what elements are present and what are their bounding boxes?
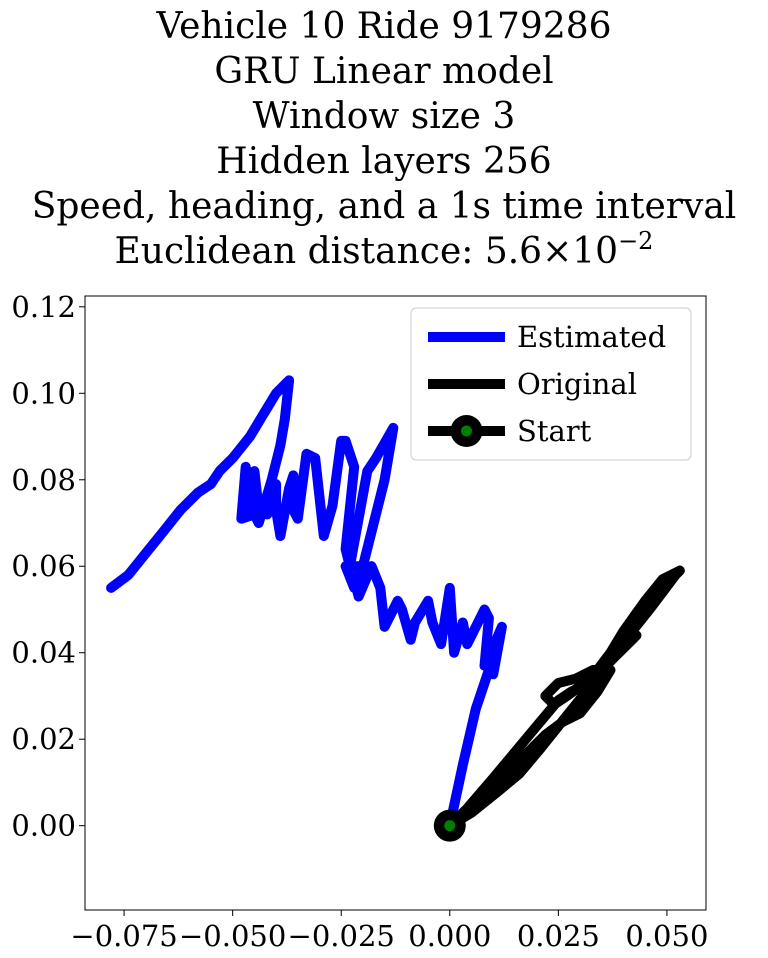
legend-label-original: Original	[517, 367, 637, 401]
title-line-1: Vehicle 10 Ride 9179286	[156, 6, 612, 47]
distance-exponent: −2	[618, 227, 654, 255]
legend-start-dot	[461, 425, 472, 437]
title-line-4: Hidden layers 256	[216, 141, 552, 182]
x-tick-label: −0.025	[288, 919, 395, 953]
axes-frame	[84, 295, 707, 911]
title-line-3: Window size 3	[252, 96, 516, 137]
legend-label-estimated: Estimated	[517, 320, 666, 354]
series-layer	[106, 375, 685, 842]
legend: Estimated Original Start	[410, 307, 692, 461]
ticks-layer: −0.075 −0.050 −0.025 0.000 0.025 0.050 0.00 0.0…	[11, 290, 708, 953]
title-line-5: Speed, heading, and a 1s time interval	[31, 186, 737, 227]
legend-box	[410, 307, 692, 461]
distance-label: Euclidean distance: 5.6	[114, 231, 543, 272]
series-line-estimated	[106, 375, 507, 831]
x-tick-label: 0.050	[625, 919, 708, 953]
title-line-6: Euclidean distance: 5.6×10−2	[0, 229, 768, 274]
distance-base: 10	[572, 231, 619, 272]
y-tick-label: 0.00	[11, 809, 76, 843]
x-tick-label: 0.000	[408, 919, 491, 953]
title-line-2: GRU Linear model	[214, 51, 554, 92]
distance-times: ×	[542, 231, 573, 272]
x-tick-label: 0.025	[517, 919, 600, 953]
chart-title: Vehicle 10 Ride 9179286 GRU Linear model…	[0, 4, 768, 274]
y-tick-label: 0.12	[11, 290, 76, 324]
y-tick-label: 0.10	[11, 376, 76, 410]
y-tick-label: 0.04	[11, 636, 76, 670]
x-tick-label: −0.050	[179, 919, 286, 953]
y-tick-label: 0.08	[11, 463, 76, 497]
start-marker-dot	[444, 820, 456, 832]
y-tick-label: 0.02	[11, 722, 76, 756]
y-tick-label: 0.06	[11, 549, 76, 583]
legend-label-start: Start	[517, 414, 592, 448]
series-line-original	[444, 565, 685, 831]
x-tick-label: −0.075	[70, 919, 177, 953]
